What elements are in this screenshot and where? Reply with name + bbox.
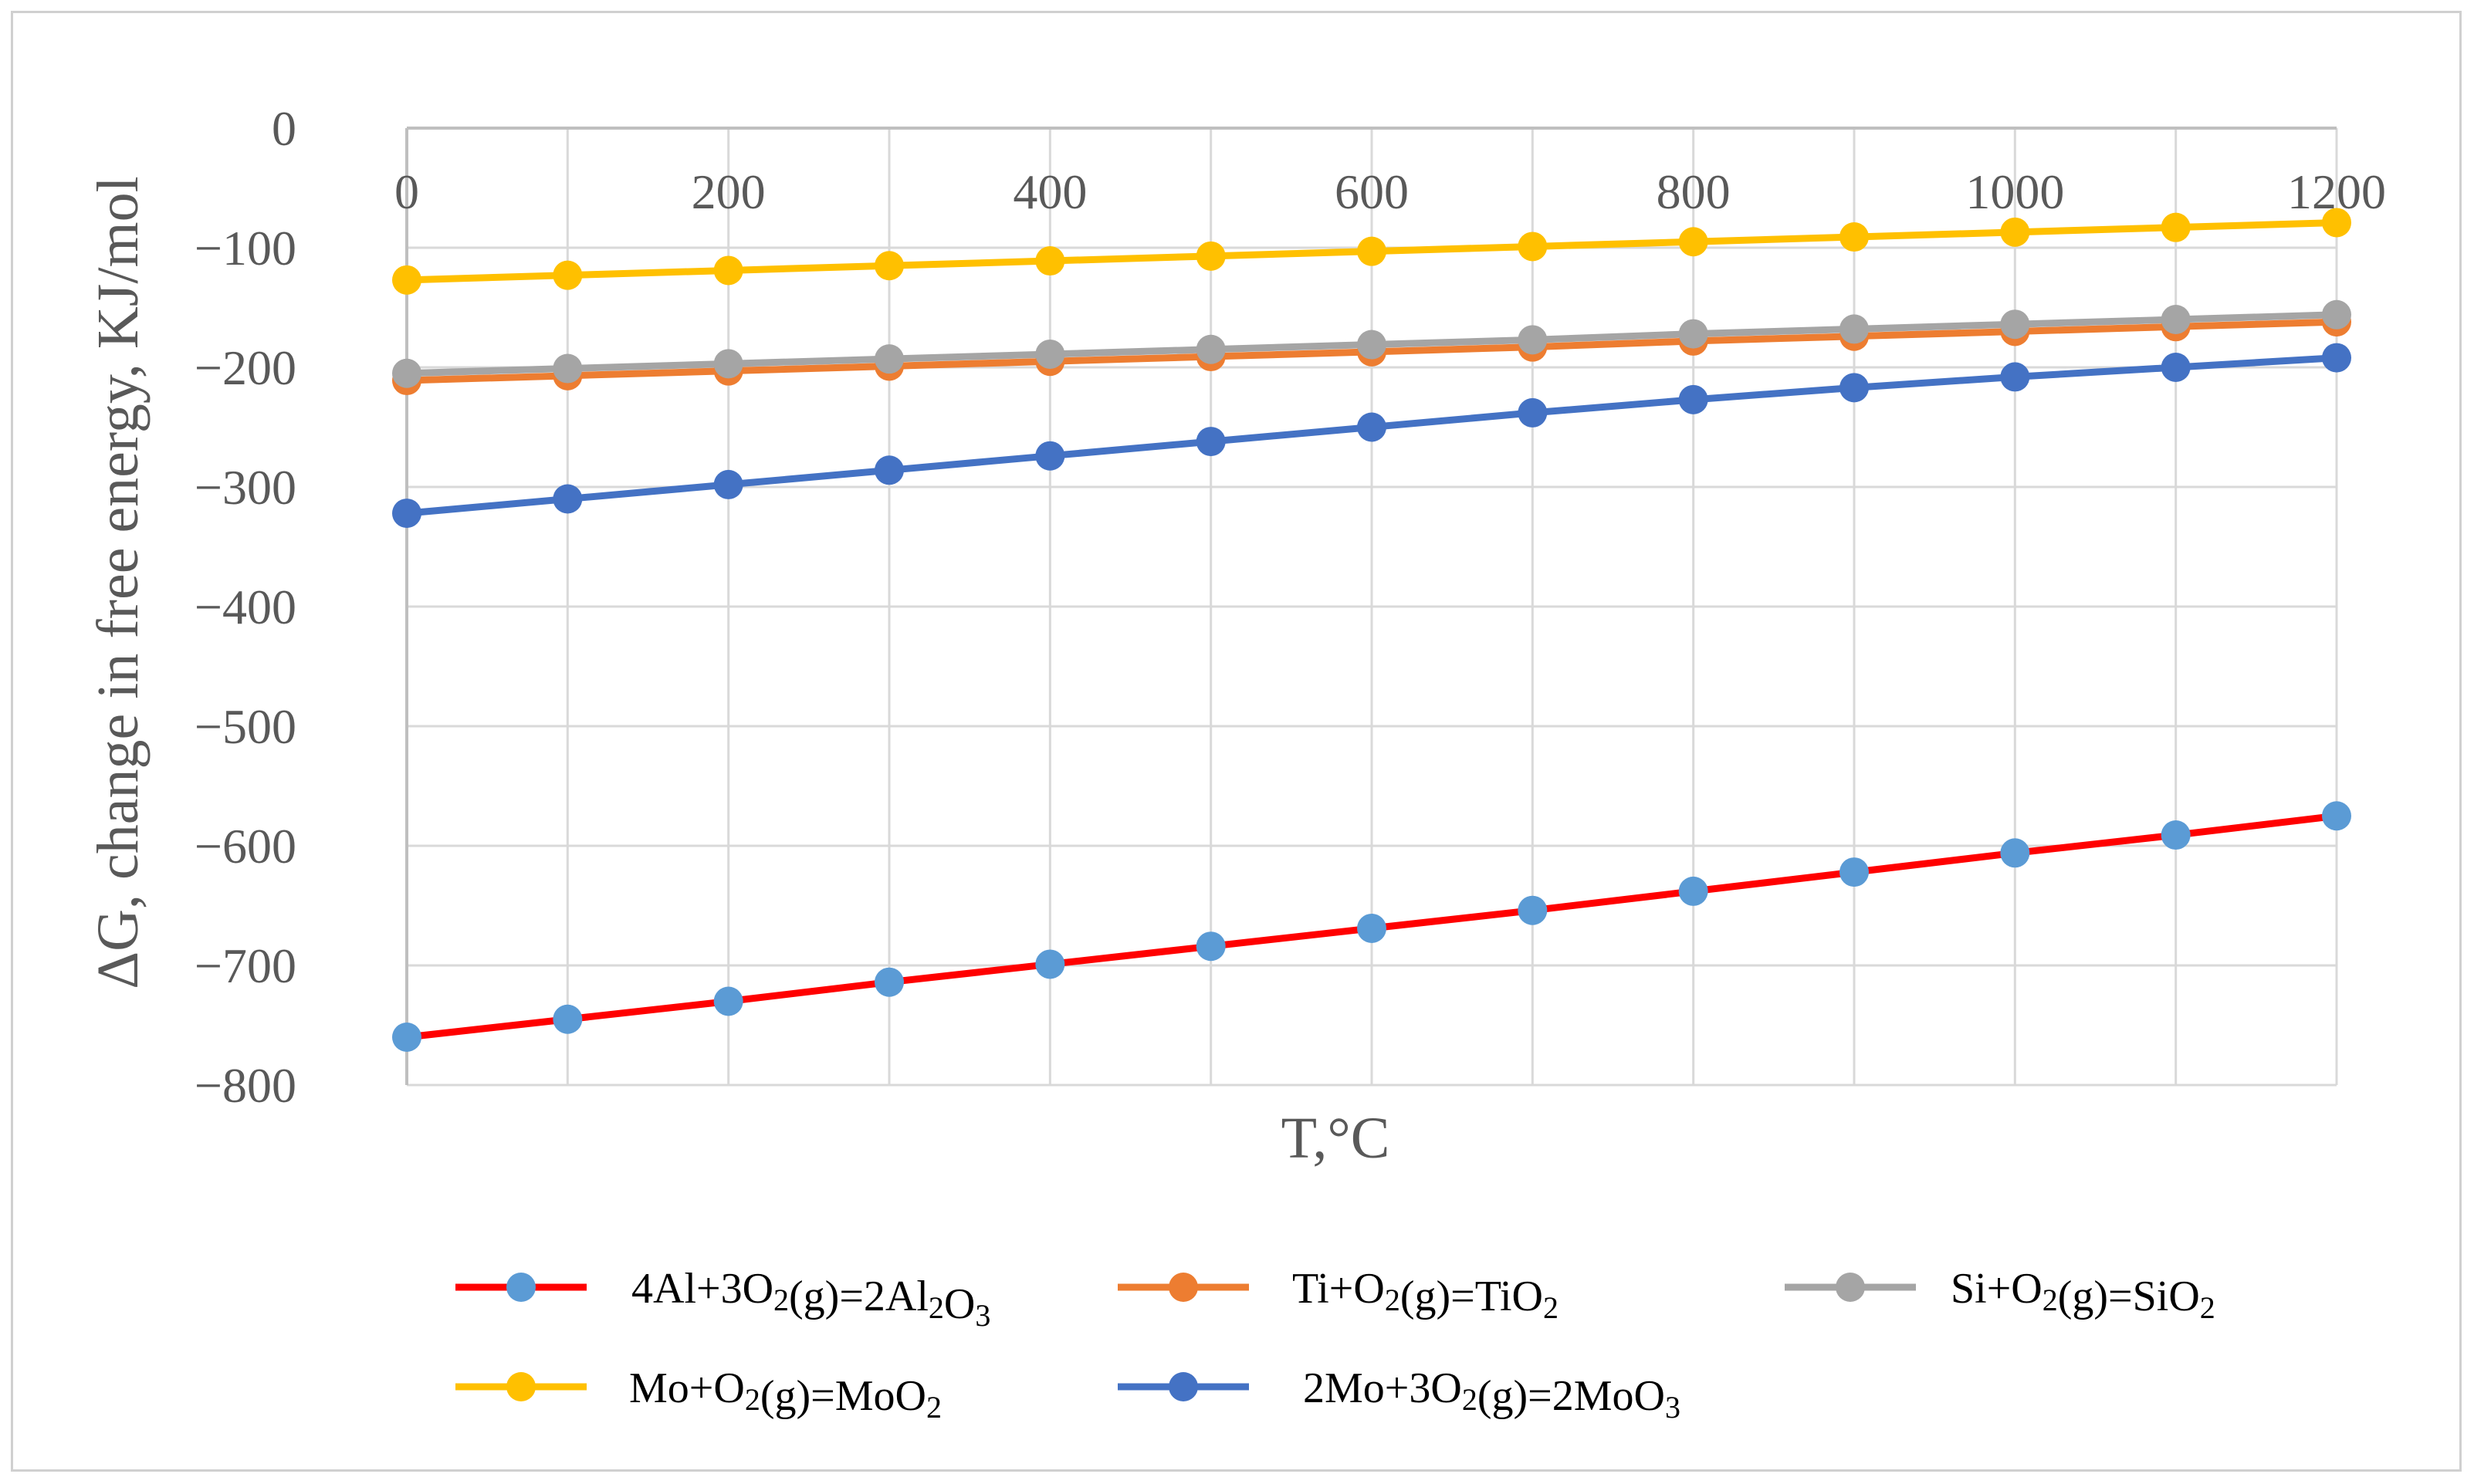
- data-point: [2000, 217, 2030, 247]
- legend-label: 4Al+3O2(g)=2Al2O3: [631, 1265, 990, 1333]
- data-point: [1839, 857, 1869, 887]
- data-point: [1196, 334, 1226, 364]
- data-point: [1518, 232, 1548, 262]
- data-point: [392, 1023, 421, 1052]
- legend-item-0: 4Al+3O2(g)=2Al2O3: [455, 1265, 990, 1333]
- x-tick-label: 600: [1335, 164, 1409, 219]
- data-point: [713, 469, 743, 499]
- y-tick-label: −400: [195, 580, 296, 634]
- data-point: [553, 1004, 583, 1034]
- data-point: [1357, 412, 1386, 442]
- data-point: [553, 484, 583, 514]
- x-tick-label: 200: [692, 164, 766, 219]
- x-tick-label: 800: [1657, 164, 1731, 219]
- data-point: [553, 260, 583, 290]
- data-point: [875, 251, 904, 281]
- x-tick-label: 1000: [1965, 164, 2064, 219]
- data-point: [2000, 838, 2030, 868]
- legend-label: 2Mo+3O2(g)=2MoO3: [1303, 1364, 1680, 1425]
- x-tick-label: 1200: [2287, 164, 2386, 219]
- y-tick-label: 0: [272, 101, 296, 156]
- data-point: [1518, 397, 1548, 428]
- data-point: [1518, 325, 1548, 355]
- data-point: [1035, 949, 1065, 979]
- data-point: [875, 967, 904, 997]
- y-tick-label: −700: [195, 938, 296, 993]
- data-point: [2000, 309, 2030, 340]
- data-point: [2000, 362, 2030, 392]
- data-point: [1839, 314, 1869, 344]
- data-point: [1678, 384, 1708, 414]
- legend: 4Al+3O2(g)=2Al2O3 Ti+O2(g)=TiO2 Si+O2(g)=S…: [455, 1265, 2215, 1425]
- data-point: [1678, 876, 1708, 906]
- data-point: [1518, 895, 1548, 925]
- data-point: [1839, 373, 1869, 403]
- data-point: [1196, 241, 1226, 271]
- legend-marker: [1169, 1372, 1198, 1401]
- data-point: [1035, 246, 1065, 276]
- legend-marker: [1836, 1273, 1865, 1302]
- legend-item-1: Ti+O2(g)=TiO2: [1118, 1265, 1559, 1325]
- y-tick-label: −800: [195, 1058, 296, 1113]
- data-point: [875, 455, 904, 485]
- data-point: [2161, 353, 2191, 382]
- legend-item-2: Si+O2(g)=SiO2: [1785, 1265, 2215, 1325]
- data-point: [875, 344, 904, 374]
- data-point: [2322, 208, 2351, 238]
- chart-frame: [11, 11, 2462, 1472]
- data-point: [2322, 343, 2351, 373]
- data-point: [553, 353, 583, 384]
- legend-item-3: Mo+O2(g)=MoO2: [455, 1364, 942, 1425]
- data-point: [1357, 913, 1386, 943]
- data-point: [713, 349, 743, 379]
- data-point: [392, 499, 421, 529]
- data-point: [2161, 305, 2191, 334]
- y-axis-title: ΔG, change in free energy, KJ/mol: [86, 176, 151, 989]
- y-tick-label: −200: [195, 340, 296, 395]
- legend-label: Ti+O2(g)=TiO2: [1292, 1265, 1559, 1325]
- data-point: [1035, 441, 1065, 471]
- legend-label: Si+O2(g)=SiO2: [1951, 1265, 2215, 1325]
- data-point: [2161, 820, 2191, 850]
- data-point: [2322, 801, 2351, 831]
- y-tick-label: −600: [195, 819, 296, 874]
- x-axis-title: T,°C: [1281, 1106, 1390, 1171]
- data-point: [1357, 236, 1386, 266]
- data-point: [713, 255, 743, 286]
- legend-marker: [506, 1372, 536, 1401]
- legend-marker: [1169, 1273, 1198, 1302]
- data-point: [713, 986, 743, 1016]
- y-tick-label: −500: [195, 699, 296, 754]
- x-tick-label: 0: [394, 164, 419, 219]
- data-point: [1196, 931, 1226, 962]
- legend-label: Mo+O2(g)=MoO2: [629, 1364, 942, 1425]
- data-point: [392, 358, 421, 388]
- data-point: [1196, 427, 1226, 457]
- data-point: [2322, 299, 2351, 330]
- y-tick-label: −100: [195, 221, 296, 276]
- data-point: [1678, 227, 1708, 257]
- data-point: [1035, 339, 1065, 369]
- data-point: [1678, 319, 1708, 349]
- tick-labels: 0 200 400 600 800 1000 1200 0 −100 −200 −300 −400 −5…: [195, 101, 2386, 1113]
- x-tick-label: 400: [1013, 164, 1087, 219]
- legend-item-4: 2Mo+3O2(g)=2MoO3: [1118, 1364, 1680, 1425]
- data-point: [1839, 222, 1869, 252]
- series-markers: [392, 208, 2351, 1052]
- data-point: [1357, 330, 1386, 360]
- data-point: [392, 265, 421, 295]
- y-tick-label: −300: [195, 460, 296, 515]
- data-point: [2161, 212, 2191, 242]
- legend-marker: [506, 1273, 536, 1302]
